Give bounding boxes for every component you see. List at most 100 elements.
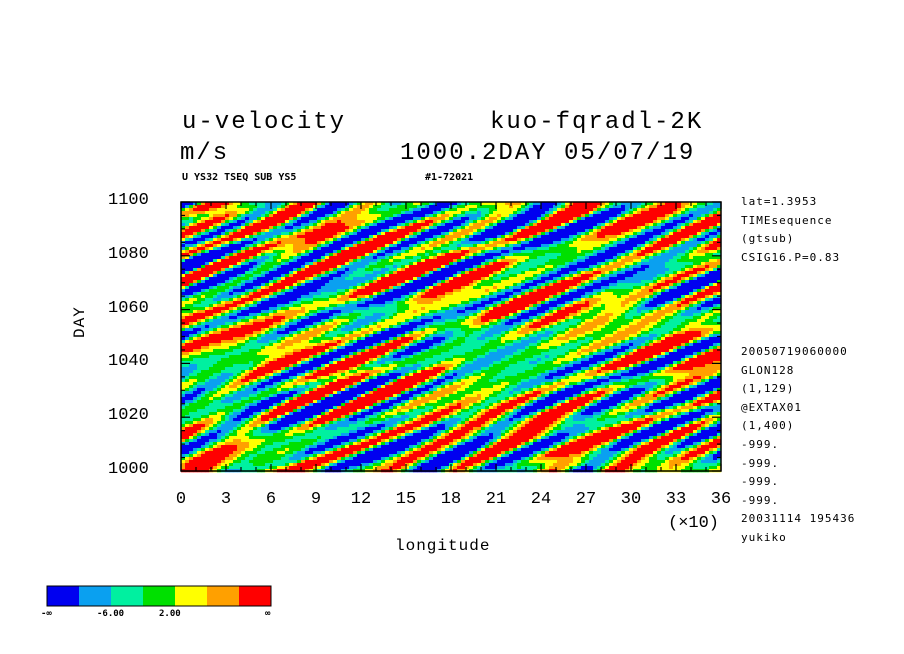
heatmap-cell xyxy=(613,262,618,266)
heatmap-cell xyxy=(329,226,334,230)
heatmap-cell xyxy=(561,292,566,296)
heatmap-cell xyxy=(405,259,410,263)
heatmap-cell xyxy=(681,310,686,314)
heatmap-cell xyxy=(257,247,262,251)
heatmap-cell xyxy=(393,208,398,212)
heatmap-cell xyxy=(201,283,206,287)
heatmap-cell xyxy=(217,211,222,215)
heatmap-cell xyxy=(609,229,614,233)
heatmap-cell xyxy=(281,202,286,206)
heatmap-cell xyxy=(577,208,582,212)
heatmap-cell xyxy=(473,220,478,224)
heatmap-cell xyxy=(509,205,514,209)
heatmap-cell xyxy=(321,280,326,284)
heatmap-cell xyxy=(625,262,630,266)
heatmap-cell xyxy=(469,253,474,257)
heatmap-cell xyxy=(713,280,718,284)
heatmap-cell xyxy=(525,310,530,314)
heatmap-cell xyxy=(365,232,370,236)
heatmap-cell xyxy=(685,295,690,299)
heatmap-cell xyxy=(477,226,482,230)
heatmap-cell xyxy=(393,220,398,224)
heatmap-cell xyxy=(589,259,594,263)
heatmap-cell xyxy=(321,295,326,299)
heatmap-cell xyxy=(577,247,582,251)
heatmap-cell xyxy=(609,205,614,209)
heatmap-cell xyxy=(201,244,206,248)
heatmap-cell xyxy=(341,295,346,299)
heatmap-cell xyxy=(541,292,546,296)
heatmap-cell xyxy=(585,226,590,230)
heatmap-cell xyxy=(381,301,386,305)
heatmap-cell xyxy=(413,271,418,275)
heatmap-cell xyxy=(665,292,670,296)
heatmap-cell xyxy=(433,298,438,302)
heatmap-cell xyxy=(189,208,194,212)
heatmap-cell xyxy=(465,229,470,233)
heatmap-cell xyxy=(365,310,370,314)
heatmap-cell xyxy=(373,229,378,233)
heatmap-cell xyxy=(405,271,410,275)
heatmap-cell xyxy=(233,205,238,209)
heatmap-cell xyxy=(221,232,226,236)
heatmap-cell xyxy=(577,256,582,260)
heatmap-cell xyxy=(229,256,234,260)
heatmap-cell xyxy=(457,259,462,263)
heatmap-cell xyxy=(465,247,470,251)
heatmap-cell xyxy=(633,277,638,281)
heatmap-cell xyxy=(657,292,662,296)
heatmap-cell xyxy=(545,244,550,248)
heatmap-cell xyxy=(457,280,462,284)
heatmap-cell xyxy=(541,208,546,212)
heatmap-cell xyxy=(709,262,714,266)
heatmap-cell xyxy=(329,304,334,308)
heatmap-cell xyxy=(273,274,278,278)
heatmap-cell xyxy=(613,202,618,206)
heatmap-cell xyxy=(681,265,686,269)
heatmap-cell xyxy=(193,295,198,299)
heatmap-cell xyxy=(405,223,410,227)
heatmap-cell xyxy=(657,283,662,287)
heatmap-cell xyxy=(189,265,194,269)
heatmap-cell xyxy=(613,229,618,233)
heatmap-cell xyxy=(641,226,646,230)
heatmap-cell xyxy=(497,301,502,305)
heatmap-cell xyxy=(381,307,386,311)
heatmap-cell xyxy=(373,220,378,224)
heatmap-cell xyxy=(685,298,690,302)
heatmap-cell xyxy=(585,238,590,242)
heatmap-cell xyxy=(525,217,530,221)
heatmap-cell xyxy=(357,202,362,206)
heatmap-cell xyxy=(537,256,542,260)
heatmap-cell xyxy=(497,244,502,248)
heatmap-cell xyxy=(221,310,226,314)
heatmap-cell xyxy=(673,301,678,305)
heatmap-cell xyxy=(501,289,506,293)
heatmap-cell xyxy=(301,223,306,227)
heatmap-cell xyxy=(717,232,722,236)
heatmap-cell xyxy=(713,208,718,212)
heatmap-cell xyxy=(589,280,594,284)
heatmap-cell xyxy=(189,253,194,257)
heatmap-cell xyxy=(241,295,246,299)
heatmap-cell xyxy=(541,244,546,248)
heatmap-cell xyxy=(509,244,514,248)
heatmap-cell xyxy=(397,235,402,239)
heatmap-cell xyxy=(713,256,718,260)
heatmap-cell xyxy=(477,289,482,293)
heatmap-cell xyxy=(537,205,542,209)
heatmap-cell xyxy=(369,241,374,245)
heatmap-cell xyxy=(541,265,546,269)
heatmap-cell xyxy=(445,247,450,251)
heatmap-cell xyxy=(613,214,618,218)
heatmap-cell xyxy=(529,235,534,239)
heatmap-cell xyxy=(349,310,354,314)
heatmap-cell xyxy=(537,208,542,212)
heatmap-cell xyxy=(681,214,686,218)
heatmap-cell xyxy=(517,304,522,308)
heatmap-cell xyxy=(181,304,186,308)
heatmap-cell xyxy=(309,256,314,260)
heatmap-cell xyxy=(557,220,562,224)
heatmap-cell xyxy=(341,304,346,308)
heatmap-cell xyxy=(273,220,278,224)
